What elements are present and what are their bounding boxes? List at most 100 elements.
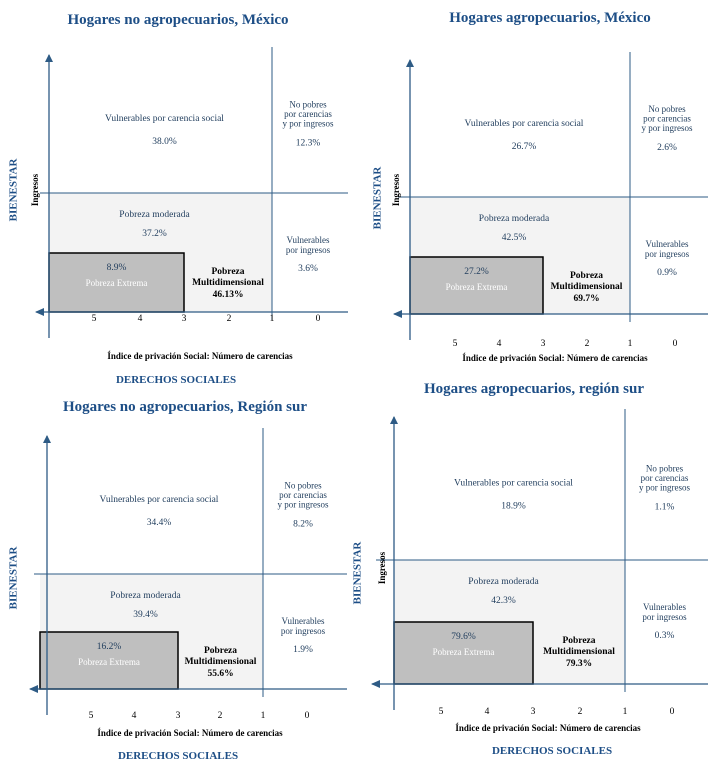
x-axis-title: Índice de privación Social: Número de ca…	[107, 351, 293, 361]
arrow-left-icon	[393, 310, 402, 318]
value-no-pobres: 1.1%	[655, 502, 675, 512]
arrow-left-icon	[371, 680, 380, 688]
label-multidimensional: Multidimensional	[185, 657, 257, 667]
panel-title: Hogares agropecuarios, México	[449, 10, 651, 26]
bienestar-label: BIENESTAR	[352, 541, 364, 605]
arrow-up-icon	[406, 59, 414, 67]
diagram-panel-1: Hogares no agropecuarios, México Vulnerab…	[8, 12, 348, 386]
x-tick-label: 2	[218, 711, 223, 721]
label-vulnerables-carencia: Vulnerables por carencia social	[105, 114, 224, 124]
value-no-pobres: 2.6%	[657, 143, 677, 153]
panel-title: Hogares no agropecuarios, México	[67, 12, 288, 28]
x-axis-title: Índice de privación Social: Número de ca…	[462, 353, 648, 363]
label-no-pobres: y por ingresos	[278, 499, 329, 509]
x-tick-label: 5	[89, 711, 94, 721]
label-no-pobres: por carencias	[641, 473, 689, 483]
value-pobreza-moderada: 37.2%	[142, 229, 167, 239]
x-tick-label: 5	[439, 707, 444, 717]
label-pobreza-extrema: Pobreza Extrema	[86, 278, 148, 288]
value-multidimensional: 46.13%	[213, 290, 244, 300]
label-no-pobres: y por ingresos	[642, 123, 693, 133]
x-tick-label: 4	[485, 707, 490, 717]
x-tick-label: 2	[578, 707, 583, 717]
x-tick-label: 0	[673, 339, 678, 349]
value-pobreza-moderada: 42.5%	[502, 233, 527, 243]
value-pobreza-extrema: 79.6%	[451, 632, 476, 642]
label-multidimensional: Pobreza	[211, 267, 244, 277]
x-tick-label: 1	[270, 314, 275, 324]
value-pobreza-moderada: 39.4%	[133, 610, 158, 620]
bienestar-label: BIENESTAR	[8, 158, 20, 222]
x-tick-label: 5	[453, 339, 458, 349]
derechos-sociales-label: DERECHOS SOCIALES	[116, 374, 236, 386]
label-pobreza-moderada: Pobreza moderada	[110, 591, 181, 601]
derechos-sociales-label: DERECHOS SOCIALES	[118, 750, 238, 762]
x-tick-label: 1	[623, 707, 628, 717]
x-tick-label: 0	[670, 707, 675, 717]
arrow-up-icon	[43, 435, 51, 443]
pobreza-extrema-box	[48, 252, 185, 313]
label-vulnerables-ingresos: por ingresos	[286, 245, 331, 255]
x-tick-label: 3	[541, 339, 546, 349]
value-vulnerables-ingresos: 1.9%	[293, 645, 313, 655]
label-no-pobres: No pobres	[646, 463, 684, 473]
ingresos-label: Ingresos	[377, 551, 387, 584]
value-vulnerables-carencia: 18.9%	[501, 502, 526, 512]
label-no-pobres: No pobres	[289, 99, 327, 109]
label-vulnerables-ingresos: por ingresos	[642, 612, 687, 622]
label-multidimensional: Multidimensional	[192, 278, 264, 288]
label-pobreza-extrema: Pobreza Extrema	[446, 282, 508, 292]
label-multidimensional: Multidimensional	[551, 282, 623, 292]
x-tick-label: 3	[531, 707, 536, 717]
value-pobreza-extrema: 16.2%	[97, 642, 122, 652]
diagram-panel-3: Hogares no agropecuarios, Región sur Vuln…	[8, 399, 347, 762]
value-vulnerables-carencia: 26.7%	[512, 142, 537, 152]
label-no-pobres: y por ingresos	[283, 118, 334, 128]
label-vulnerables-ingresos: por ingresos	[281, 626, 326, 636]
value-pobreza-extrema: 27.2%	[464, 267, 489, 277]
value-multidimensional: 79.3%	[566, 659, 592, 669]
label-multidimensional: Multidimensional	[543, 647, 615, 657]
value-vulnerables-ingresos: 3.6%	[298, 264, 318, 274]
derechos-sociales-label: DERECHOS SOCIALES	[492, 745, 612, 757]
label-vulnerables-carencia: Vulnerables por carencia social	[465, 119, 584, 129]
label-vulnerables-ingresos: por ingresos	[645, 249, 690, 259]
bienestar-label: BIENESTAR	[8, 546, 20, 610]
x-tick-label: 3	[176, 711, 181, 721]
label-vulnerables-ingresos: Vulnerables	[282, 616, 325, 626]
x-tick-label: 4	[497, 339, 502, 349]
value-pobreza-extrema: 8.9%	[107, 263, 127, 273]
label-no-pobres: No pobres	[648, 104, 686, 114]
x-tick-label: 3	[182, 314, 187, 324]
x-tick-label: 0	[305, 711, 310, 721]
label-vulnerables-ingresos: Vulnerables	[287, 235, 330, 245]
ingresos-label: Ingresos	[391, 173, 401, 206]
value-vulnerables-carencia: 34.4%	[147, 518, 172, 528]
label-pobreza-extrema: Pobreza Extrema	[78, 657, 140, 667]
label-no-pobres: por carencias	[643, 114, 691, 124]
label-vulnerables-carencia: Vulnerables por carencia social	[100, 495, 219, 505]
arrow-left-icon	[35, 308, 44, 316]
x-tick-label: 0	[316, 314, 321, 324]
label-no-pobres: No pobres	[284, 480, 322, 490]
bienestar-label: BIENESTAR	[372, 166, 384, 230]
label-multidimensional: Pobreza	[570, 271, 603, 281]
ingresos-label: Ingresos	[30, 173, 40, 206]
label-no-pobres: y por ingresos	[639, 482, 690, 492]
label-vulnerables-carencia: Vulnerables por carencia social	[454, 479, 573, 489]
label-pobreza-moderada: Pobreza moderada	[479, 214, 550, 224]
value-multidimensional: 55.6%	[207, 669, 233, 679]
arrow-up-icon	[45, 54, 53, 62]
label-multidimensional: Pobreza	[204, 646, 237, 656]
value-no-pobres: 8.2%	[293, 519, 313, 529]
value-multidimensional: 69.7%	[573, 294, 599, 304]
x-tick-label: 2	[585, 339, 590, 349]
arrow-up-icon	[390, 416, 398, 424]
x-tick-label: 4	[132, 711, 137, 721]
label-pobreza-moderada: Pobreza moderada	[468, 577, 539, 587]
x-tick-label: 1	[628, 339, 633, 349]
label-no-pobres: por carencias	[279, 490, 327, 500]
pobreza-extrema-box	[393, 621, 534, 685]
x-tick-label: 2	[227, 314, 232, 324]
